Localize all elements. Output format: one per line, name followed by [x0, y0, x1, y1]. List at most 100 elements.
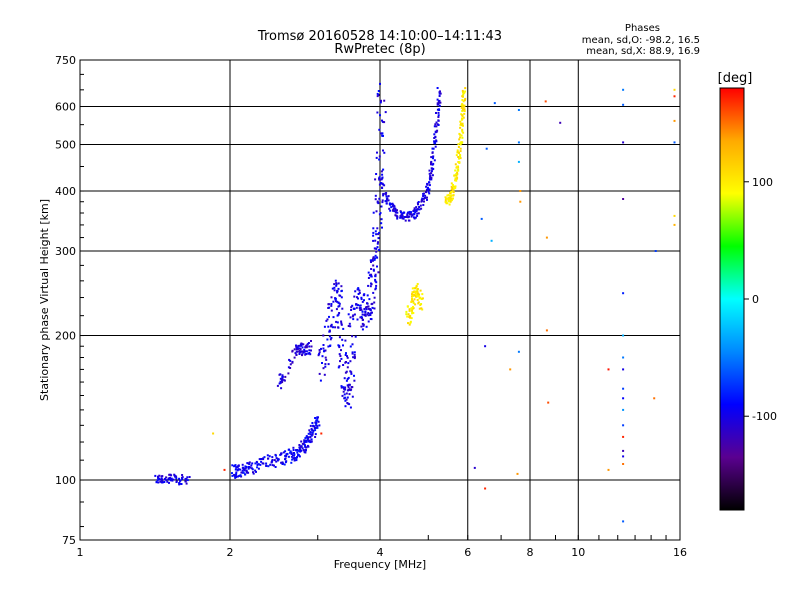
echo-point	[359, 307, 362, 309]
echo-point	[158, 474, 161, 477]
echo-point	[281, 381, 284, 384]
echo-point	[432, 147, 435, 150]
echo-point	[439, 92, 442, 95]
echo-point	[412, 305, 414, 308]
echo-point	[448, 200, 451, 203]
echo-point	[321, 355, 324, 358]
echo-point	[369, 309, 372, 312]
echo-point	[279, 373, 282, 376]
echo-point	[376, 242, 379, 245]
echo-point	[284, 458, 286, 461]
echo-point	[265, 462, 268, 465]
echo-point	[241, 469, 244, 472]
echo-point	[311, 432, 314, 434]
echo-point	[304, 346, 307, 349]
scatter-point	[547, 401, 550, 404]
echo-point	[337, 313, 340, 316]
echo-point	[463, 110, 466, 112]
echo-point	[338, 346, 341, 349]
echo-point	[431, 151, 434, 154]
echo-point	[247, 462, 250, 465]
echo-point	[410, 317, 413, 320]
scatter-point	[493, 102, 496, 105]
echo-point	[453, 186, 455, 189]
scatter-point	[622, 103, 625, 106]
echo-point	[378, 177, 380, 180]
echo-point	[348, 322, 351, 325]
echo-point	[361, 317, 363, 319]
echo-point	[243, 469, 246, 472]
echo-point	[413, 216, 415, 219]
echo-point	[375, 247, 378, 250]
echo-point	[412, 302, 415, 305]
echo-point	[293, 356, 296, 359]
echo-point	[292, 449, 295, 451]
echo-point	[161, 480, 164, 483]
echo-point	[341, 394, 344, 397]
echo-point	[409, 212, 412, 215]
echo-point	[164, 477, 167, 480]
echo-point	[242, 471, 245, 474]
echo-point	[415, 210, 418, 213]
echo-point	[175, 475, 178, 478]
echo-point	[408, 323, 411, 326]
echo-point	[416, 288, 419, 290]
echo-point	[319, 379, 322, 382]
echo-point	[286, 452, 289, 455]
echo-point	[408, 219, 411, 222]
echo-point	[367, 305, 370, 308]
scatter-point	[517, 350, 520, 353]
echo-point	[175, 477, 178, 480]
chart-title: Tromsø 20160528 14:10:00–14:11:43	[257, 29, 502, 44]
echo-point	[234, 468, 237, 471]
echo-point	[434, 142, 437, 145]
echo-point	[382, 183, 385, 186]
echo-point	[335, 284, 338, 287]
echo-point	[300, 344, 303, 347]
echo-point	[410, 301, 413, 303]
echo-point	[242, 466, 245, 469]
echo-point	[380, 99, 382, 102]
echo-point	[408, 215, 410, 218]
echo-point	[406, 214, 409, 217]
echo-point	[156, 479, 159, 482]
echo-point	[350, 309, 353, 311]
echo-point	[464, 97, 467, 100]
echo-point	[410, 307, 413, 310]
echo-point	[310, 340, 312, 342]
echo-point	[374, 275, 377, 278]
echo-point	[376, 92, 379, 95]
echo-point	[335, 282, 338, 285]
echo-point	[370, 261, 372, 263]
echo-point	[338, 302, 341, 305]
echo-point	[312, 429, 315, 432]
echo-point	[379, 178, 382, 181]
echo-point	[241, 463, 244, 466]
echo-point	[289, 363, 292, 366]
echo-point	[354, 335, 357, 338]
echo-point	[447, 198, 450, 200]
echo-point	[300, 440, 303, 443]
echo-point	[296, 348, 299, 350]
echo-point	[349, 345, 352, 348]
echo-point	[297, 449, 300, 452]
echo-point	[459, 136, 462, 139]
echo-point	[394, 207, 397, 210]
echo-point	[459, 155, 462, 158]
echo-point	[295, 346, 298, 349]
echo-point	[457, 143, 460, 146]
echo-point	[394, 211, 397, 214]
echo-point	[299, 348, 302, 351]
echo-point	[349, 316, 352, 319]
echo-point	[455, 173, 458, 175]
echo-point	[452, 184, 454, 186]
echo-point	[421, 308, 424, 311]
scatter-point	[622, 387, 625, 390]
echo-point	[430, 176, 433, 179]
echo-point	[340, 322, 343, 325]
echo-point	[234, 464, 237, 467]
echo-point	[378, 176, 381, 179]
echo-point	[377, 233, 380, 236]
echo-point	[430, 178, 433, 181]
echo-point	[252, 472, 255, 475]
